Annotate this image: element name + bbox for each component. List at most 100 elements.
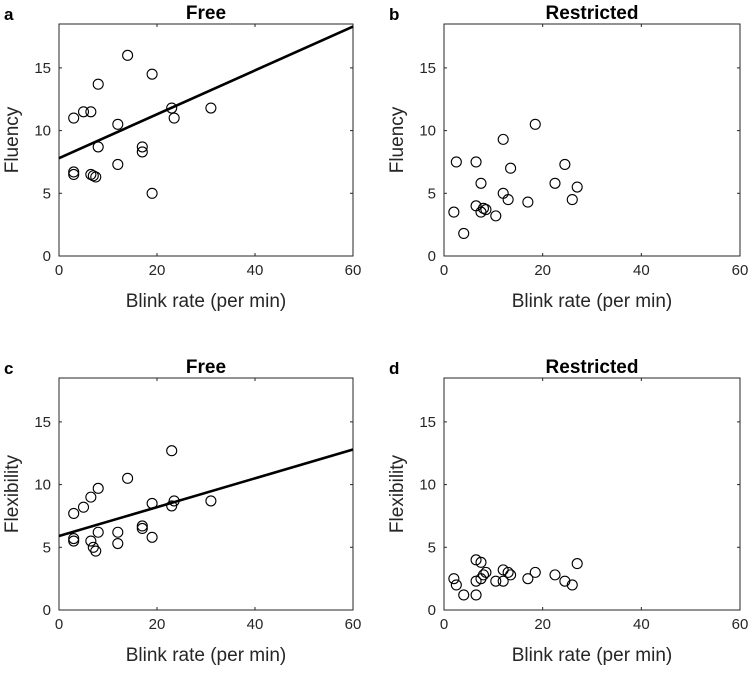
panel-c-point: [85, 535, 97, 547]
panel-b-point: [475, 177, 487, 189]
panel-c-ylabel: Flexibility: [2, 454, 23, 533]
panel-a-point: [92, 78, 104, 90]
panel-c-point: [90, 545, 102, 557]
panel-c-axes-box: [58, 377, 354, 611]
panel-a-point: [77, 106, 90, 118]
panel-a-ytick-label: 10: [34, 123, 51, 140]
panel-a-title: Free: [186, 3, 226, 24]
panel-b-ytick-label: 0: [428, 248, 436, 265]
panel-a-point: [90, 171, 102, 183]
panel-d-ytick-label: 15: [419, 414, 436, 431]
panel-d-xtick-label: 40: [633, 616, 650, 633]
panel-b-point: [502, 194, 514, 206]
panel-b-point: [480, 204, 492, 216]
panel-a-xlabel: Blink rate (per min): [126, 291, 287, 312]
panel-d-title: Restricted: [546, 357, 639, 378]
panel-a-point: [205, 102, 217, 114]
panel-c-point: [68, 507, 80, 519]
panel-a-ytick-label: 0: [43, 248, 51, 265]
panel-a-point: [68, 166, 80, 178]
panel-a-ylabel: Fluency: [2, 106, 23, 173]
panel-d-xlabel: Blink rate (per min): [512, 645, 673, 666]
panel-d-point: [470, 589, 482, 601]
panel-c-point: [92, 526, 104, 538]
panel-b-point: [458, 227, 470, 239]
panel-c-point: [68, 535, 80, 547]
panel-d-xtick-label: 0: [440, 616, 448, 633]
panel-d-xtick-label: 20: [534, 616, 551, 633]
panel-d-point: [549, 569, 561, 581]
panel-c-point: [112, 526, 124, 538]
panel-c-ytick-label: 15: [34, 414, 51, 431]
panel-b-point: [497, 133, 509, 145]
panel-d-ytick-label: 10: [419, 477, 436, 494]
panel-c-point: [166, 500, 178, 512]
panel-b-label: b: [389, 5, 399, 24]
panel-b-xtick-label: 60: [732, 262, 749, 279]
panel-a-xtick-label: 60: [345, 262, 362, 279]
panel-d-point: [475, 556, 487, 568]
panel-a-xtick-label: 40: [247, 262, 264, 279]
panel-a-point: [136, 146, 148, 158]
panel-d-xtick-label: 60: [732, 616, 749, 633]
panel-b-point: [470, 156, 482, 168]
panel-c-xtick-label: 60: [345, 616, 362, 633]
panel-b-ytick-label: 5: [428, 185, 436, 202]
panel-c-xtick-label: 40: [247, 616, 264, 633]
panel-d-point: [497, 575, 509, 587]
panel-c-xtick-label: 0: [55, 616, 63, 633]
panel-a-xtick-label: 20: [149, 262, 166, 279]
panel-b-point: [571, 181, 583, 193]
panel-a-xtick-label: 0: [55, 262, 63, 279]
panel-d-ytick-label: 0: [428, 602, 436, 619]
panel-c-ytick-label: 10: [34, 477, 51, 494]
panel-d-point: [450, 579, 462, 591]
panel-b-xlabel: Blink rate (per min): [512, 291, 673, 312]
panel-b-point: [448, 206, 460, 218]
panel-c-point: [146, 531, 158, 543]
panel-c-fit-line: [58, 448, 354, 538]
panel-b-point: [559, 158, 571, 171]
panel-a-point: [166, 102, 178, 114]
panel-a-axes-box: [58, 23, 354, 257]
panel-a-fit-line: [58, 25, 354, 160]
panel-d-point: [502, 566, 514, 578]
panel-b-point: [490, 210, 502, 222]
panel-b-point: [450, 156, 462, 168]
panel-a-point: [68, 112, 80, 124]
panel-c-point: [122, 472, 134, 484]
panel-c-point: [77, 501, 90, 513]
panel-a-ytick-label: 5: [43, 185, 51, 202]
panel-b-point: [505, 162, 517, 174]
panel-b-ytick-label: 10: [419, 123, 436, 140]
panel-d-point: [480, 566, 492, 578]
panel-a-point: [68, 168, 80, 181]
panel-b-point: [566, 194, 578, 206]
panel-d-axes-box: [443, 377, 741, 611]
panel-a-point: [136, 141, 148, 153]
panel-d-ytick-label: 5: [428, 539, 436, 556]
panel-c-title: Free: [186, 357, 226, 378]
panel-c-xlabel: Blink rate (per min): [126, 645, 287, 666]
panel-a-point: [146, 68, 158, 80]
panel-d-point: [477, 569, 490, 581]
panel-d-point: [529, 566, 541, 578]
panel-d-point: [505, 569, 517, 581]
panel-c-point: [136, 522, 148, 535]
panel-b-axes-box: [443, 23, 741, 257]
panel-d-point: [566, 579, 578, 591]
panel-b-point: [529, 118, 541, 130]
panel-d-point: [522, 573, 534, 585]
panel-d-point: [448, 573, 460, 585]
panel-c-point: [92, 482, 104, 494]
panel-b-xtick-label: 0: [440, 262, 448, 279]
panel-a-label: a: [4, 5, 14, 24]
panel-d-point: [571, 558, 583, 570]
panel-c-point: [136, 520, 148, 532]
panel-b-point: [497, 187, 509, 199]
panel-a-point: [85, 106, 97, 118]
panel-b-xtick-label: 40: [633, 262, 650, 279]
panel-d-point: [490, 575, 502, 587]
panel-c-point: [112, 537, 124, 550]
